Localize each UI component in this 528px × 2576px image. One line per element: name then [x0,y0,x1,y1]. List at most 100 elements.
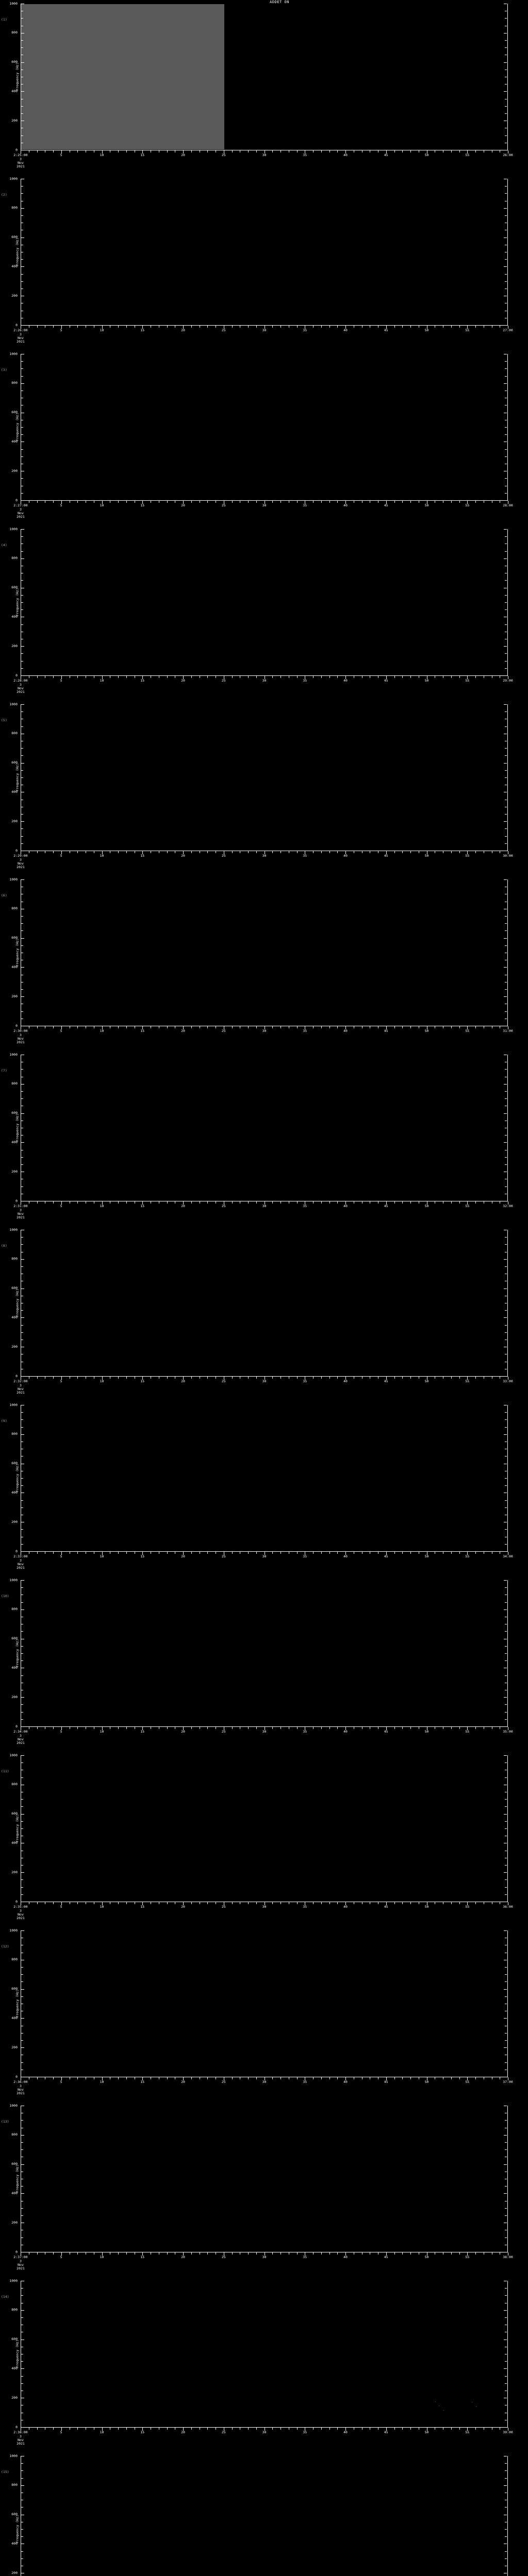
plot-area [21,179,508,325]
y-tick [504,1142,507,1143]
x-tick [475,501,476,503]
y-tick [505,2478,507,2479]
x-tick [77,1377,78,1379]
x-tick [207,1026,208,1028]
x-tick [37,676,38,678]
y-tick [504,529,507,530]
y-tick [505,1157,507,1158]
x-tick [272,1201,273,1204]
x-tick [77,1552,78,1554]
x-axis-date-line: 2021 [16,2441,25,2446]
y-tick [504,2193,507,2194]
x-tick-label: 40 [343,854,348,858]
x-tick [53,1727,54,1729]
x-tick-label: 50 [424,1379,429,1383]
x-tick [345,1552,346,1555]
y-tick [21,821,24,822]
x-tick [167,326,168,328]
x-tick [321,326,322,328]
y-tick [21,1412,23,1413]
x-tick [248,1026,249,1028]
x-tick [337,1026,338,1028]
y-tick [505,843,507,844]
x-tick [167,2077,168,2079]
x-tick-label: 20 [181,328,185,332]
y-tick [505,2295,507,2296]
x-tick-label: 10 [100,2080,104,2084]
y-tick [504,762,507,764]
y-tick [505,1011,507,1012]
x-tick-label: 20 [181,854,185,858]
x-tick-label-start: 2:35:00 [13,1905,28,1909]
x-tick-label-end: 38:00 [503,2255,513,2259]
x-tick [402,2428,403,2430]
y-tick [505,1646,507,1647]
x-tick [402,501,403,503]
x-axis-date-line: 3 [20,1032,22,1037]
x-axis-date-line: 3 [20,2434,22,2438]
x-tick [475,150,476,152]
x-tick [394,326,395,328]
panel-index-label: (3) [1,368,7,372]
y-tick [505,2463,507,2464]
x-tick [232,1377,233,1379]
x-tick-label-end: 35:00 [503,1730,513,1734]
x-tick [256,676,257,678]
x-axis-date-line: Nov [18,686,24,690]
x-tick [102,2252,103,2256]
x-tick [475,1377,476,1379]
x-tick [280,851,281,853]
y-tick-label: 600 [11,1636,18,1641]
y-tick [21,1821,23,1822]
x-tick [313,1902,314,1904]
x-tick [248,2428,249,2430]
x-tick-label: 45 [384,1204,388,1208]
y-tick [505,748,507,749]
y-tick-label: 400 [11,1315,18,1319]
x-tick [61,1902,62,1905]
y-tick [504,1259,507,1260]
y-tick [21,1828,23,1829]
x-tick-label-start: 2:28:00 [13,679,28,683]
y-tick-label: 0 [15,848,18,853]
x-tick-label: 50 [424,328,429,332]
x-tick [386,326,387,329]
x-tick [37,1377,38,1379]
x-tick [345,326,346,329]
x-axis-date-line: 2021 [16,2091,25,2095]
x-tick-label: 50 [424,1905,429,1909]
x-tick [280,1727,281,1729]
x-tick [386,1026,387,1029]
x-tick [167,1552,168,1554]
x-tick [402,1201,403,1204]
x-tick [475,1727,476,1729]
x-tick-label: 55 [465,854,470,858]
x-tick [451,1201,452,1204]
y-tick-label: 1000 [9,877,18,882]
y-tick [504,1697,507,1698]
x-tick [102,501,103,504]
y-tick [504,2018,507,2019]
y-tick-label: 800 [11,30,18,35]
x-tick-label: 20 [181,2430,185,2434]
y-tick [504,1755,507,1756]
y-tick [504,821,507,822]
x-tick-label: 35 [303,2080,307,2084]
x-tick [451,1902,452,1904]
x-tick [394,2077,395,2079]
y-tick [21,1529,23,1530]
y-tick [21,843,23,844]
x-tick [467,1026,468,1029]
x-tick-label: 40 [343,2080,348,2084]
x-tick-label: 35 [303,153,307,157]
y-tick [505,215,507,216]
x-tick [410,1727,411,1729]
y-tick [21,1974,23,1975]
y-tick [21,1711,23,1713]
y-tick-label: 200 [11,1519,18,1524]
x-tick-label: 50 [424,679,429,683]
x-tick [280,1902,281,1904]
x-tick [337,2077,338,2079]
x-tick-label-start: 2:36:00 [13,2080,28,2084]
